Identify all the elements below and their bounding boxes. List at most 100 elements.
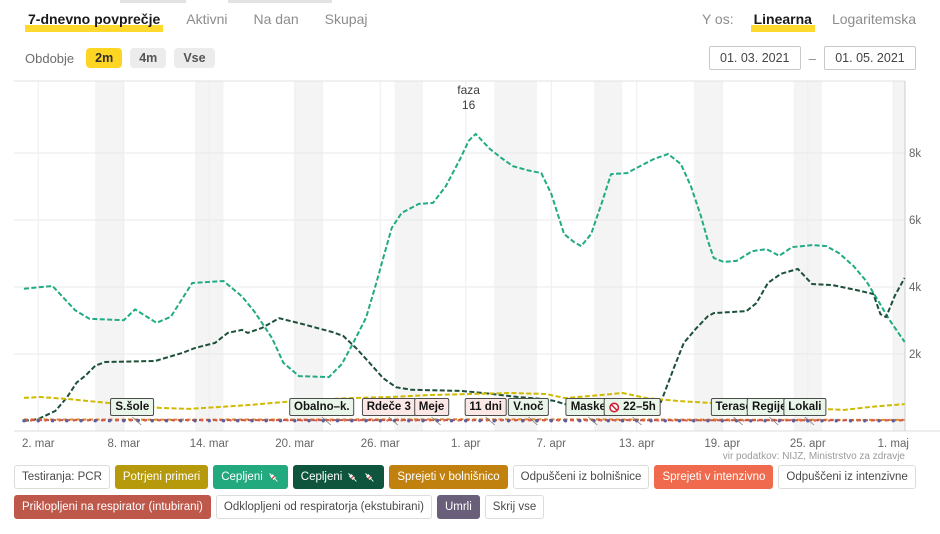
date-range: –	[708, 46, 916, 70]
legend-toggle-label: Priklopljeni na respirator (intubirani)	[22, 501, 203, 513]
legend-toggle-label: Odklopljeni od respiratorja (ekstubirani…	[223, 501, 424, 513]
syringe-icon	[363, 471, 376, 484]
weekend-bands	[95, 81, 905, 431]
legend-row-2: Priklopljeni na respirator (intubirani) O…	[14, 495, 916, 519]
event-annotation-connector	[388, 416, 399, 426]
syringe-icon	[267, 471, 280, 484]
series-sprejeti-v-intenzivno-dots	[29, 419, 902, 422]
tab-7-dnevno-povpre-je[interactable]: 7-dnevno povprečje	[24, 11, 164, 32]
legend-toggle-sprejeti-v-bolni-nico[interactable]: Sprejeti v bolnišnico	[389, 465, 508, 489]
legend-toggle-label: Odpuščeni iz bolnišnice	[520, 471, 642, 483]
period-option-vse[interactable]: Vse	[174, 48, 215, 68]
legend-toggle-label: Cepljeni	[300, 471, 343, 483]
x-tick-label: 19. apr	[704, 438, 740, 450]
event-annotation-connector	[588, 416, 598, 426]
event-annotation-label: Rdeče 3	[366, 401, 411, 413]
series-cepljeni-line	[23, 132, 906, 379]
legend-toggle-priklopljeni-na-respirator-intubirani[interactable]: Priklopljeni na respirator (intubirani)	[14, 495, 211, 519]
legend-toggle-skrij-vse[interactable]: Skrij vse	[484, 495, 545, 519]
clipped-content-above	[228, 0, 332, 3]
y-tick-label: 4k	[909, 282, 921, 294]
event-annotation-label: Maske	[570, 401, 606, 413]
event-annotation-maske: Maske	[565, 398, 611, 416]
tab-aktivni[interactable]: Aktivni	[186, 11, 228, 27]
view-tabs: 7-dnevno povprečje Aktivni Na dan Skupaj	[24, 11, 368, 32]
period-option-4m[interactable]: 4m	[130, 48, 167, 68]
period-option-2m[interactable]: 2m	[86, 48, 123, 68]
source-note: vir podatkov: NIJZ, Ministrstvo za zdrav…	[722, 451, 905, 462]
y-axis-label: Y os:	[701, 11, 734, 27]
x-tick-label: 8. mar	[107, 438, 140, 450]
legend-toggle-label: Skrij vse	[492, 501, 537, 513]
period-toolbar: Obdobje 2m 4m Vse –	[25, 46, 916, 70]
phase-annotation-number: 16	[461, 98, 476, 112]
date-range-separator: –	[808, 50, 816, 66]
syringe-icon	[346, 471, 359, 484]
y-axis-scale-switcher: Y os: Linearna Logaritemska	[701, 11, 916, 32]
y-tick-label: 2k	[909, 349, 921, 361]
legend-toggle-cepljeni-2[interactable]: Cepljeni	[292, 465, 385, 489]
no-entry-icon	[609, 402, 620, 413]
legend-toggle-label: Odpuščeni iz intenzivne	[786, 471, 908, 483]
legend-toggle-potrjeni-primeri[interactable]: Potrjeni primeri	[114, 465, 209, 489]
x-tick-label: 14. mar	[190, 438, 229, 450]
yaxis-option-logaritemska[interactable]: Logaritemska	[831, 11, 916, 27]
period-label: Obdobje	[25, 50, 75, 66]
phase-annotation-name: faza	[457, 83, 480, 97]
gridlines: 2k 4k 6k 8k 2. mar 8. mar 14. mar 20. mar 26. ma…	[14, 80, 940, 450]
legend-toggle-label: Testiranja: PCR	[22, 471, 102, 483]
legend-toggle-sprejeti-v-intenzivno[interactable]: Sprejeti v intenzivno	[654, 465, 774, 489]
x-tick-label: 13. apr	[619, 438, 655, 450]
event-annotation-label: Terase	[715, 401, 752, 413]
period-options: 2m 4m Vse	[86, 48, 215, 68]
tab-skupaj[interactable]: Skupaj	[324, 11, 368, 27]
event-annotation-meje: Meje	[413, 398, 450, 416]
x-tick-label: 26. mar	[361, 438, 400, 450]
legend-toggle-label: Umrli	[444, 501, 472, 513]
legend-toggle-odklopljeni-od-respiratorja-ekstubirani[interactable]: Odklopljeni od respiratorja (ekstubirani…	[215, 495, 432, 519]
event-annotation-lokali: Lokali	[783, 398, 827, 416]
event-annotation-connector	[528, 416, 538, 426]
series-legend: Testiranja: PCR Potrjeni primeri Cepljeni C…	[14, 465, 916, 519]
legend-toggle-odpu-eni-iz-bolni-nice[interactable]: Odpuščeni iz bolnišnice	[512, 465, 650, 489]
clipped-content-above	[120, 0, 186, 3]
date-from-input[interactable]	[708, 46, 801, 70]
date-to-input[interactable]	[824, 46, 916, 70]
chart-view-toolbar: 7-dnevno povprečje Aktivni Na dan Skupaj Y …	[24, 11, 916, 32]
event-annotation-rde-e-3: Rdeče 3	[361, 398, 416, 416]
event-annotation-connector	[769, 416, 779, 426]
event-annotation-connector	[321, 416, 332, 426]
legend-row-1: Testiranja: PCR Potrjeni primeri Cepljeni C…	[14, 465, 916, 489]
legend-toggle-testiranja-pcr[interactable]: Testiranja: PCR	[14, 465, 110, 489]
x-tick-label: 2. mar	[22, 438, 55, 450]
event-annotation-connector	[804, 416, 815, 426]
x-tick-label: 1. apr	[451, 438, 481, 450]
event-annotation-label: 22–5h	[623, 401, 656, 413]
y-tick-label: 6k	[909, 215, 921, 227]
y-axis-options: Linearna Logaritemska	[750, 11, 916, 32]
series-umrli-dots	[22, 418, 895, 423]
event-annotation-11-dni: 11 dni	[464, 398, 507, 416]
event-annotation-connector	[733, 416, 743, 426]
x-tick-label: 20. mar	[275, 438, 314, 450]
tab-na-dan[interactable]: Na dan	[253, 11, 299, 27]
legend-toggle-label: Potrjeni primeri	[122, 471, 201, 483]
chart[interactable]: 2k 4k 6k 8k 2. mar 8. mar 14. mar 20. mar 26. ma…	[0, 75, 940, 460]
event-annotation-label: Lokali	[788, 401, 822, 413]
event-annotation-label: Obalno–k.	[294, 401, 350, 413]
legend-toggle-cepljeni-1[interactable]: Cepljeni	[213, 465, 288, 489]
phase-annotation: faza 16	[457, 83, 480, 113]
event-annotation-connector	[485, 416, 495, 426]
x-tick-label: 1. maj	[878, 438, 909, 450]
event-annotation-connector	[431, 416, 441, 426]
legend-toggle-label: Sprejeti v intenzivno	[662, 471, 766, 483]
event-annotation-label: Meje	[418, 401, 445, 413]
event-annotation-label: V.noč	[513, 401, 544, 413]
event-annotation-label: Regije	[752, 401, 787, 413]
legend-toggle-odpu-eni-iz-intenzivne[interactable]: Odpuščeni iz intenzivne	[778, 465, 916, 489]
event-annotation-s-ole: S.šole	[110, 398, 155, 416]
event-annotation-label: 11 dni	[469, 401, 502, 413]
legend-toggle-umrli[interactable]: Umrli	[436, 495, 480, 519]
yaxis-option-linearna[interactable]: Linearna	[750, 11, 816, 32]
legend-toggle-label: Cepljeni	[221, 471, 263, 483]
